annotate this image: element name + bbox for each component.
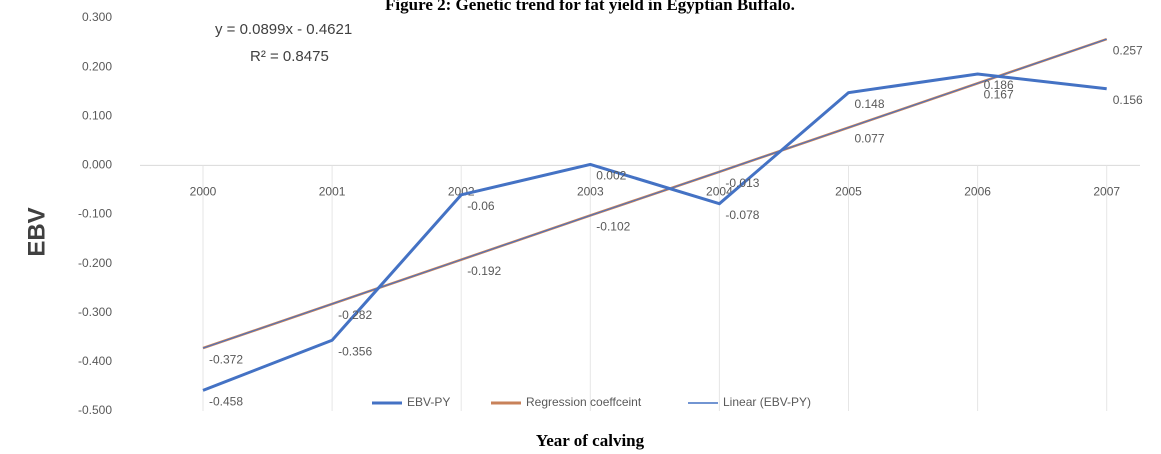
x-axis-label: Year of calving	[536, 431, 645, 450]
y-tick-label: -0.500	[78, 403, 112, 417]
series-line	[202, 72, 1107, 392]
y-axis-label: EBV	[23, 207, 50, 256]
x-tick-label: 2001	[319, 185, 346, 199]
legend-label: Linear (EBV-PY)	[723, 395, 811, 409]
data-label: 0.002	[596, 169, 626, 183]
data-label: 0.257	[1113, 43, 1143, 57]
data-label: -0.282	[338, 308, 372, 322]
data-label: -0.458	[209, 395, 243, 409]
y-tick-label: 0.300	[82, 10, 112, 24]
data-label: -0.372	[209, 352, 243, 366]
x-tick-label: 2002	[448, 185, 475, 199]
data-label: -0.06	[467, 199, 495, 213]
r-squared: R² = 0.8475	[250, 48, 329, 65]
x-tick-label: 2003	[577, 185, 604, 199]
y-tick-label: 0.200	[82, 59, 112, 73]
data-label: 0.156	[1113, 93, 1143, 107]
y-tick-label: -0.200	[78, 256, 112, 270]
data-label: -0.356	[338, 344, 372, 358]
data-label: -0.078	[725, 208, 759, 222]
x-tick-label: 2006	[964, 185, 991, 199]
data-label: -0.013	[725, 176, 759, 190]
y-tick-label: 0.100	[82, 108, 112, 122]
legend-label: EBV-PY	[407, 395, 450, 409]
data-label: 0.148	[855, 97, 885, 111]
x-tick-label: 2005	[835, 185, 862, 199]
trend-equation: y = 0.0899x - 0.4621	[215, 21, 352, 38]
y-tick-label: -0.400	[78, 354, 112, 368]
y-tick-label: -0.300	[78, 305, 112, 319]
data-label: -0.102	[596, 220, 630, 234]
chart-title: Figure 2: Genetic trend for fat yield in…	[385, 0, 795, 14]
x-tick-label: 2004	[706, 185, 733, 199]
legend-label: Regression coeffceint	[526, 395, 642, 409]
series-line	[202, 38, 1107, 349]
x-tick-label: 2007	[1093, 185, 1120, 199]
x-tick-label: 2000	[190, 185, 217, 199]
y-tick-label: -0.100	[78, 207, 112, 221]
data-label: 0.167	[984, 88, 1014, 102]
data-label: -0.192	[467, 264, 501, 278]
y-tick-label: 0.000	[82, 158, 112, 172]
data-label: 0.186	[984, 78, 1014, 92]
data-label: 0.077	[855, 132, 885, 146]
